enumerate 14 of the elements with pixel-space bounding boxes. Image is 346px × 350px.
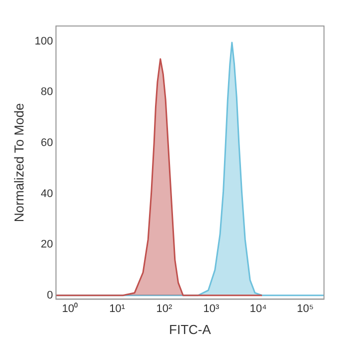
- x-tick-label: 10¹: [109, 302, 126, 315]
- y-axis-title: Normalized To Mode: [11, 103, 26, 222]
- x-tick-label: 10²: [156, 302, 172, 315]
- x-tick-label: 10³: [203, 302, 220, 315]
- x-tick-label: 10⁴: [250, 302, 267, 315]
- y-tick-label: 100: [34, 35, 53, 48]
- y-tick-label: 0: [46, 289, 53, 302]
- y-tick-label: 80: [40, 86, 53, 98]
- x-tick-label: 10⁰: [62, 302, 78, 315]
- x-tick-label: 10⁵: [296, 302, 314, 315]
- y-tick-label: 40: [40, 188, 53, 200]
- y-tick-label: 20: [40, 238, 53, 251]
- x-axis-title: FITC-A: [169, 322, 212, 337]
- y-tick-label: 60: [40, 136, 53, 149]
